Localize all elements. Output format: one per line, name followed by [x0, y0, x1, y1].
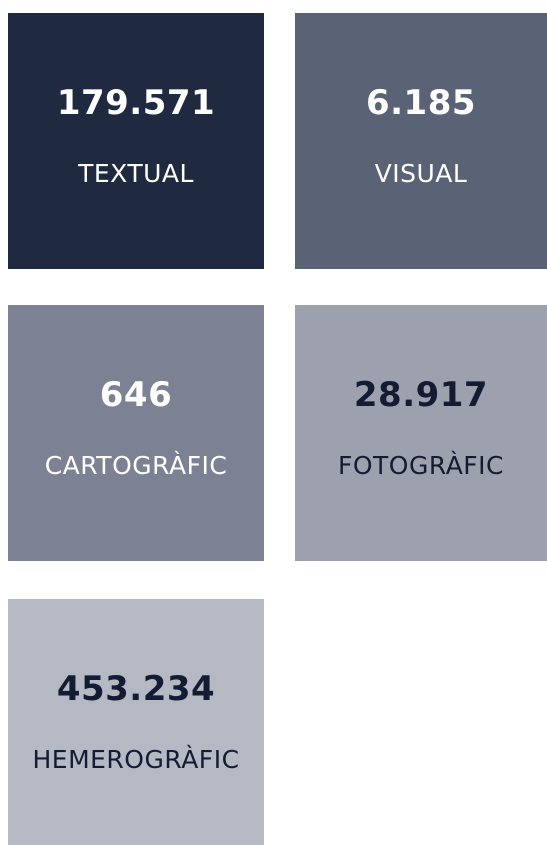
- tile-number: 6.185: [365, 83, 477, 123]
- tile: 6.185 VISUAL: [295, 13, 547, 269]
- tile-number: 28.917: [353, 375, 489, 415]
- tile-label: FOTOGRÀFIC: [337, 451, 505, 480]
- tile-number: 453.234: [56, 669, 216, 709]
- tile-label: CARTOGRÀFIC: [44, 451, 228, 480]
- tile-number: 646: [99, 375, 173, 415]
- tile: 646 CARTOGRÀFIC: [8, 305, 264, 561]
- tile: 179.571 TEXTUAL: [8, 13, 264, 269]
- tile: 28.917 FOTOGRÀFIC: [295, 305, 547, 561]
- tile-label: TEXTUAL: [78, 159, 194, 188]
- tile-number: 179.571: [56, 83, 216, 123]
- tile: 453.234 HEMEROGRÀFIC: [8, 599, 264, 845]
- tile-label: VISUAL: [374, 159, 468, 188]
- tile-label: HEMEROGRÀFIC: [32, 745, 240, 774]
